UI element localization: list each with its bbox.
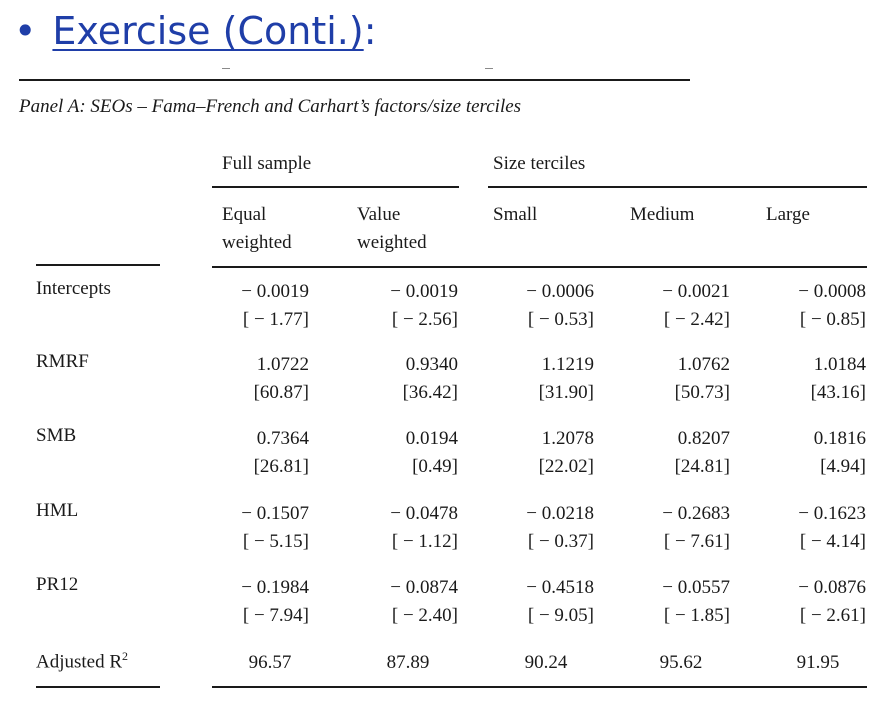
table-cell-coefficient: 0.7364	[256, 428, 309, 449]
panel-caption: Panel A: SEOs – Fama–French and Carhart’…	[19, 96, 522, 117]
table-cell-tstat: [ − 9.05]	[527, 605, 594, 626]
table-cell-coefficient: 1.0722	[256, 354, 309, 375]
group-rule-size	[488, 186, 867, 188]
table-cell-coefficient: 1.0762	[677, 354, 730, 375]
table-cell-coefficient: 1.1219	[541, 354, 594, 375]
bullet-icon: •	[14, 9, 37, 53]
bottom-rule-stub	[36, 686, 160, 688]
row-label: RMRF	[36, 351, 89, 372]
table-cell-coefficient: 1.0184	[813, 354, 866, 375]
table-cell-coefficient: − 0.1984	[241, 577, 309, 598]
table-cell-tstat: [ − 2.40]	[391, 605, 458, 626]
table-cell-tstat: [ − 1.77]	[242, 309, 309, 330]
table-cell-coefficient: − 0.0478	[390, 503, 458, 524]
row-label: HML	[36, 500, 79, 521]
table-cell-tstat: [ − 1.12]	[391, 531, 458, 552]
table-cell-tstat: [ − 2.42]	[663, 309, 730, 330]
table-cell-tstat: [26.81]	[253, 456, 309, 477]
table-cell-coefficient: − 0.0008	[798, 281, 866, 302]
table-cell-coefficient: − 0.0876	[798, 577, 866, 598]
row-label: PR12	[36, 574, 79, 595]
table-cell-adjusted-r2: 87.89	[386, 652, 430, 673]
table-cell-coefficient: − 0.0019	[241, 281, 309, 302]
divider-tick	[222, 68, 230, 69]
table-cell-coefficient: − 0.0218	[526, 503, 594, 524]
table-cell-adjusted-r2: 95.62	[659, 652, 703, 673]
table-cell-adjusted-r2: 96.57	[248, 652, 292, 673]
divider-tick	[485, 68, 493, 69]
table-cell-tstat: [ − 0.85]	[799, 309, 866, 330]
table-cell-tstat: [ − 2.61]	[799, 605, 866, 626]
table-cell-adjusted-r2: 91.95	[796, 652, 840, 673]
table-cell-tstat: [ − 7.61]	[663, 531, 730, 552]
header-rule-data	[212, 266, 867, 268]
table-cell-tstat: [ − 0.53]	[527, 309, 594, 330]
column-header-value-weighted: Value weighted	[357, 204, 427, 253]
table-cell-tstat: [0.49]	[412, 456, 458, 477]
slide-title: • Exercise (Conti.):	[14, 6, 377, 56]
table-cell-tstat: [ − 2.56]	[391, 309, 458, 330]
table-cell-coefficient: 0.9340	[405, 354, 458, 375]
title-colon: :	[363, 9, 377, 53]
table-cell-coefficient: 1.2078	[541, 428, 594, 449]
table-cell-coefficient: 0.1816	[813, 428, 866, 449]
table-cell-coefficient: − 0.0006	[526, 281, 594, 302]
top-rule	[19, 79, 690, 81]
table-cell-coefficient: 0.8207	[677, 428, 730, 449]
table-cell-tstat: [ − 7.94]	[242, 605, 309, 626]
table-cell-tstat: [ − 4.14]	[799, 531, 866, 552]
row-label-adjusted-r2: Adjusted R2	[36, 649, 129, 673]
table-cell-tstat: [43.16]	[810, 382, 866, 403]
table-cell-adjusted-r2: 90.24	[524, 652, 568, 673]
column-header-equal-weighted: Equal weighted	[222, 204, 292, 253]
table-cell-tstat: [50.73]	[674, 382, 730, 403]
row-label: SMB	[36, 425, 77, 446]
header-rule-stub	[36, 264, 160, 266]
exercise-link[interactable]: Exercise (Conti.)	[52, 9, 364, 53]
table-cell-coefficient: − 0.0019	[390, 281, 458, 302]
table-cell-coefficient: − 0.0021	[662, 281, 730, 302]
table-cell-coefficient: − 0.1623	[798, 503, 866, 524]
table-cell-coefficient: − 0.4518	[526, 577, 594, 598]
bottom-rule-data	[212, 686, 867, 688]
table-cell-tstat: [4.94]	[820, 456, 866, 477]
table-cell-coefficient: − 0.0874	[390, 577, 458, 598]
column-header-small: Small	[493, 204, 538, 225]
table-cell-tstat: [ − 1.85]	[663, 605, 730, 626]
row-label: Intercepts	[36, 278, 111, 299]
table-cell-tstat: [ − 0.37]	[527, 531, 594, 552]
column-header-medium: Medium	[630, 204, 695, 225]
table-cell-tstat: [36.42]	[402, 382, 458, 403]
table-cell-tstat: [24.81]	[674, 456, 730, 477]
table-cell-tstat: [22.02]	[538, 456, 594, 477]
group-header-full-sample: Full sample	[222, 153, 312, 174]
table-cell-coefficient: − 0.1507	[241, 503, 309, 524]
table-cell-coefficient: − 0.2683	[662, 503, 730, 524]
table-cell-tstat: [31.90]	[538, 382, 594, 403]
table-cell-coefficient: − 0.0557	[662, 577, 730, 598]
table-cell-coefficient: 0.0194	[405, 428, 458, 449]
column-header-large: Large	[766, 204, 810, 225]
table-cell-tstat: [ − 5.15]	[242, 531, 309, 552]
table-cell-tstat: [60.87]	[253, 382, 309, 403]
group-rule-full	[212, 186, 459, 188]
group-header-size-terciles: Size terciles	[493, 153, 586, 174]
